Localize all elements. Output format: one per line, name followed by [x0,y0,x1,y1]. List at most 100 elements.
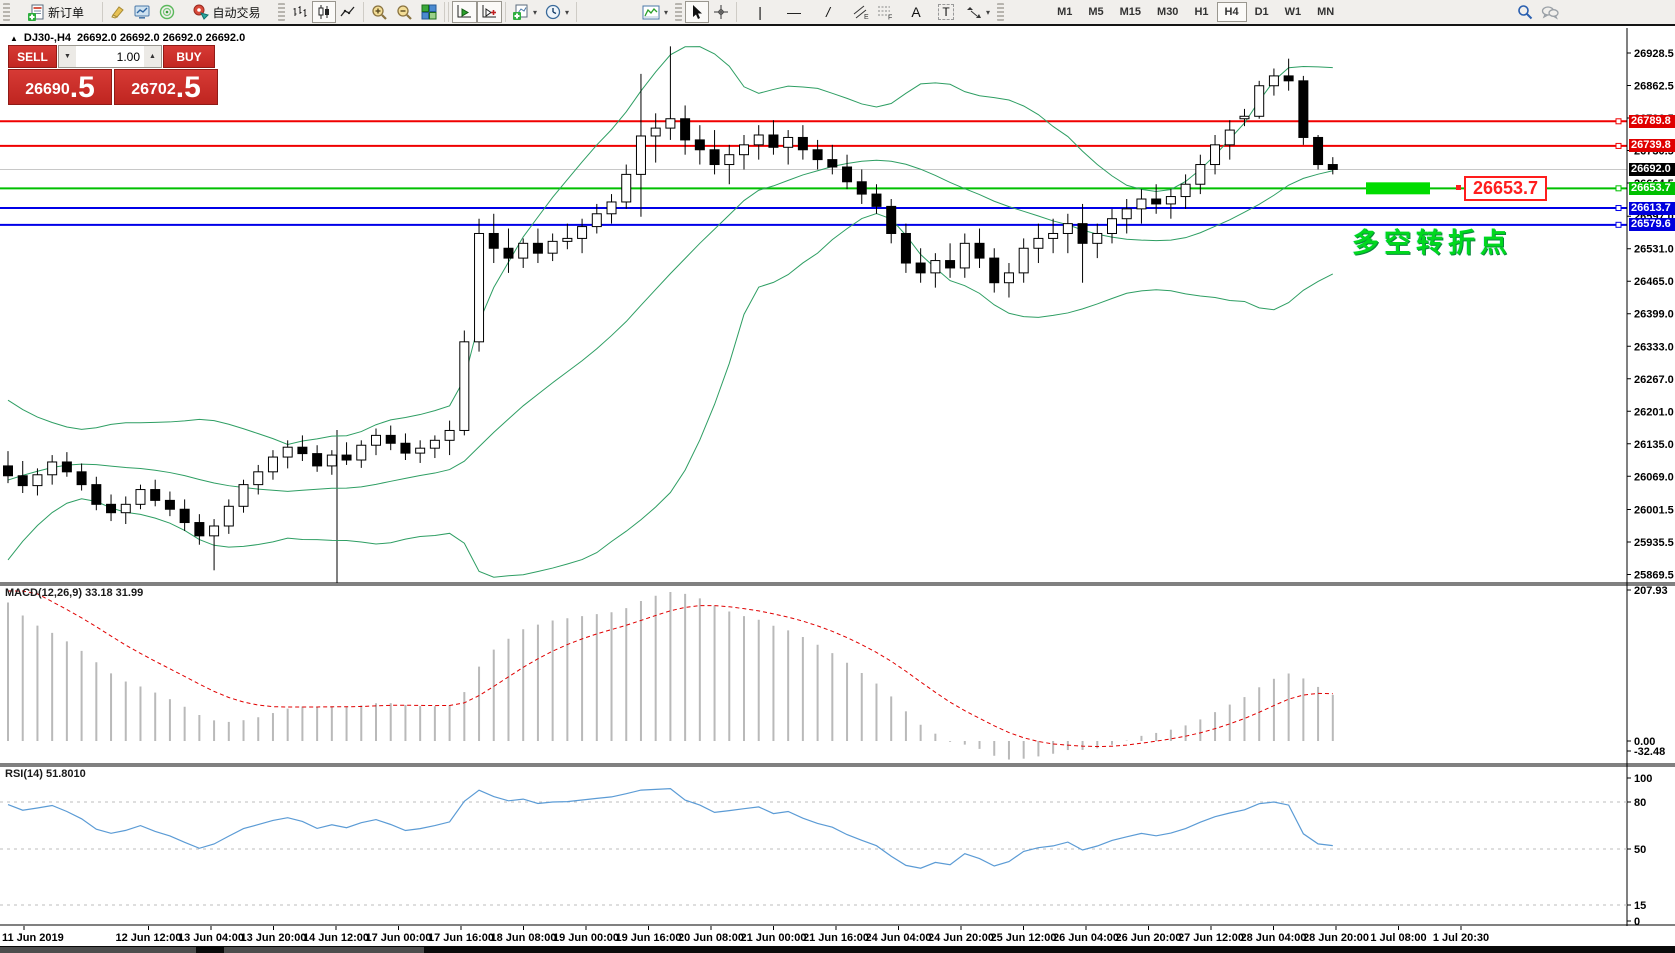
tile-windows-icon [421,4,437,20]
signals-button[interactable] [155,1,179,23]
separator [505,2,506,22]
sell-price-main: 26690 [25,81,70,98]
turning-point-annotation[interactable]: 多空转折点 [1352,228,1512,258]
price-callout-box[interactable]: 26653.7 [1464,176,1547,201]
tf-button-M5[interactable]: M5 [1080,2,1111,22]
svg-text:26135.0: 26135.0 [1634,439,1674,451]
tile-windows-button[interactable] [417,1,441,23]
fibonacci-button[interactable]: F [873,1,898,23]
zoom-out-button[interactable] [392,1,417,23]
toolbar-grip[interactable] [997,3,1005,21]
svg-text:50: 50 [1634,844,1646,856]
svg-text:F: F [888,15,892,21]
tf-button-M1[interactable]: M1 [1049,2,1080,22]
highlighter-icon [111,6,124,19]
vertical-line-button[interactable]: | [748,1,772,23]
svg-text:15: 15 [1634,900,1646,912]
arrows-button[interactable]: ▾ [962,1,994,23]
rsi-label: RSI(14) 51.8010 [5,768,86,780]
search-button[interactable] [1513,1,1537,23]
zoom-out-icon [397,4,412,20]
text-icon: A [911,4,921,20]
indicators-button[interactable]: ▾ [638,1,672,23]
svg-text:26267.0: 26267.0 [1634,374,1674,386]
channel-icon: E [853,5,869,20]
svg-text:20 Jun 08:00: 20 Jun 08:00 [678,932,744,944]
cursor-icon [693,5,703,19]
svg-text:28 Jun 20:00: 28 Jun 20:00 [1303,932,1369,944]
vertical-line-icon: | [758,4,762,20]
svg-text:19 Jun 00:00: 19 Jun 00:00 [553,932,619,944]
svg-text:11 Jun 2019: 11 Jun 2019 [2,932,64,944]
svg-text:25935.5: 25935.5 [1634,537,1674,549]
text-button[interactable]: A [904,1,928,23]
chart-shift-button[interactable] [477,1,502,23]
candlestick-chart-button[interactable] [312,1,336,23]
callout-anchor-handle[interactable] [1456,185,1461,190]
cursor-button[interactable] [685,1,710,23]
volume-up-button[interactable]: ▲ [144,46,161,67]
price-line-label: 26653.7 [1629,181,1675,195]
sell-button[interactable]: SELL [8,45,57,68]
line-chart-button[interactable] [336,1,360,23]
svg-text:26333.0: 26333.0 [1634,341,1674,353]
svg-text:80: 80 [1634,797,1646,809]
trendline-button[interactable]: / [816,1,840,23]
tf-button-H4[interactable]: H4 [1216,2,1247,22]
separator [102,2,103,22]
chat-button[interactable] [1537,1,1563,23]
sell-price-button[interactable]: 26690.5 [8,69,112,105]
auto-trading-button[interactable]: 自动交易 [179,1,275,23]
toolbar-grip[interactable] [278,3,285,21]
new-chart-button[interactable]: ▾ [509,1,541,23]
horizontal-line-button[interactable]: — [782,1,806,23]
taskbar-strip [0,946,1675,953]
arrows-icon [967,6,982,18]
svg-text:19 Jun 16:00: 19 Jun 16:00 [615,932,681,944]
crosshair-button[interactable] [709,1,733,23]
periods-button[interactable]: ▾ [541,1,573,23]
tf-button-H1[interactable]: H1 [1186,2,1216,22]
chat-icon [1541,5,1559,20]
zoom-in-button[interactable] [367,1,392,23]
buy-price-button[interactable]: 26702.5 [114,69,218,105]
new-chart-icon [513,4,528,20]
tf-button-D1[interactable]: D1 [1247,2,1277,22]
svg-text:21 Jun 16:00: 21 Jun 16:00 [803,932,869,944]
hline-objects-layer [0,120,1627,583]
bar-chart-icon [293,6,307,17]
auto-trading-icon [193,4,210,20]
svg-text:26201.0: 26201.0 [1634,406,1674,418]
svg-text:26531.0: 26531.0 [1634,244,1674,256]
auto-scroll-icon [457,5,471,18]
volume-input[interactable] [76,46,144,67]
fibonacci-icon: F [878,6,892,21]
market-watch-button[interactable] [130,1,155,23]
svg-text:100: 100 [1634,773,1652,785]
tf-button-MN[interactable]: MN [1309,2,1342,22]
candlestick-icon [318,5,329,19]
buy-button[interactable]: BUY [163,45,215,68]
new-order-button[interactable]: 新订单 [13,1,99,23]
taskbar-segment [0,947,196,953]
objects-layer [1366,118,1622,228]
equidistant-channel-button[interactable]: E [848,1,873,23]
highlight-segment[interactable] [1366,182,1430,195]
tf-button-M15[interactable]: M15 [1112,2,1149,22]
svg-text:12 Jun 12:00: 12 Jun 12:00 [115,932,181,944]
bar-chart-button[interactable] [288,1,312,23]
tf-button-M30[interactable]: M30 [1149,2,1186,22]
svg-text:14 Jun 12:00: 14 Jun 12:00 [303,932,369,944]
text-label-icon: T [938,4,954,20]
new-order-label: 新订单 [47,5,84,20]
toolbar-grip[interactable] [3,3,10,21]
collapse-panel-icon[interactable]: ▲ [10,33,18,43]
tf-button-W1[interactable]: W1 [1277,2,1310,22]
text-label-button[interactable]: T [934,1,958,23]
styles-button[interactable] [106,1,130,23]
toolbar-grip[interactable] [675,3,683,21]
volume-down-button[interactable]: ▼ [59,46,76,67]
auto-scroll-button[interactable] [452,1,477,23]
